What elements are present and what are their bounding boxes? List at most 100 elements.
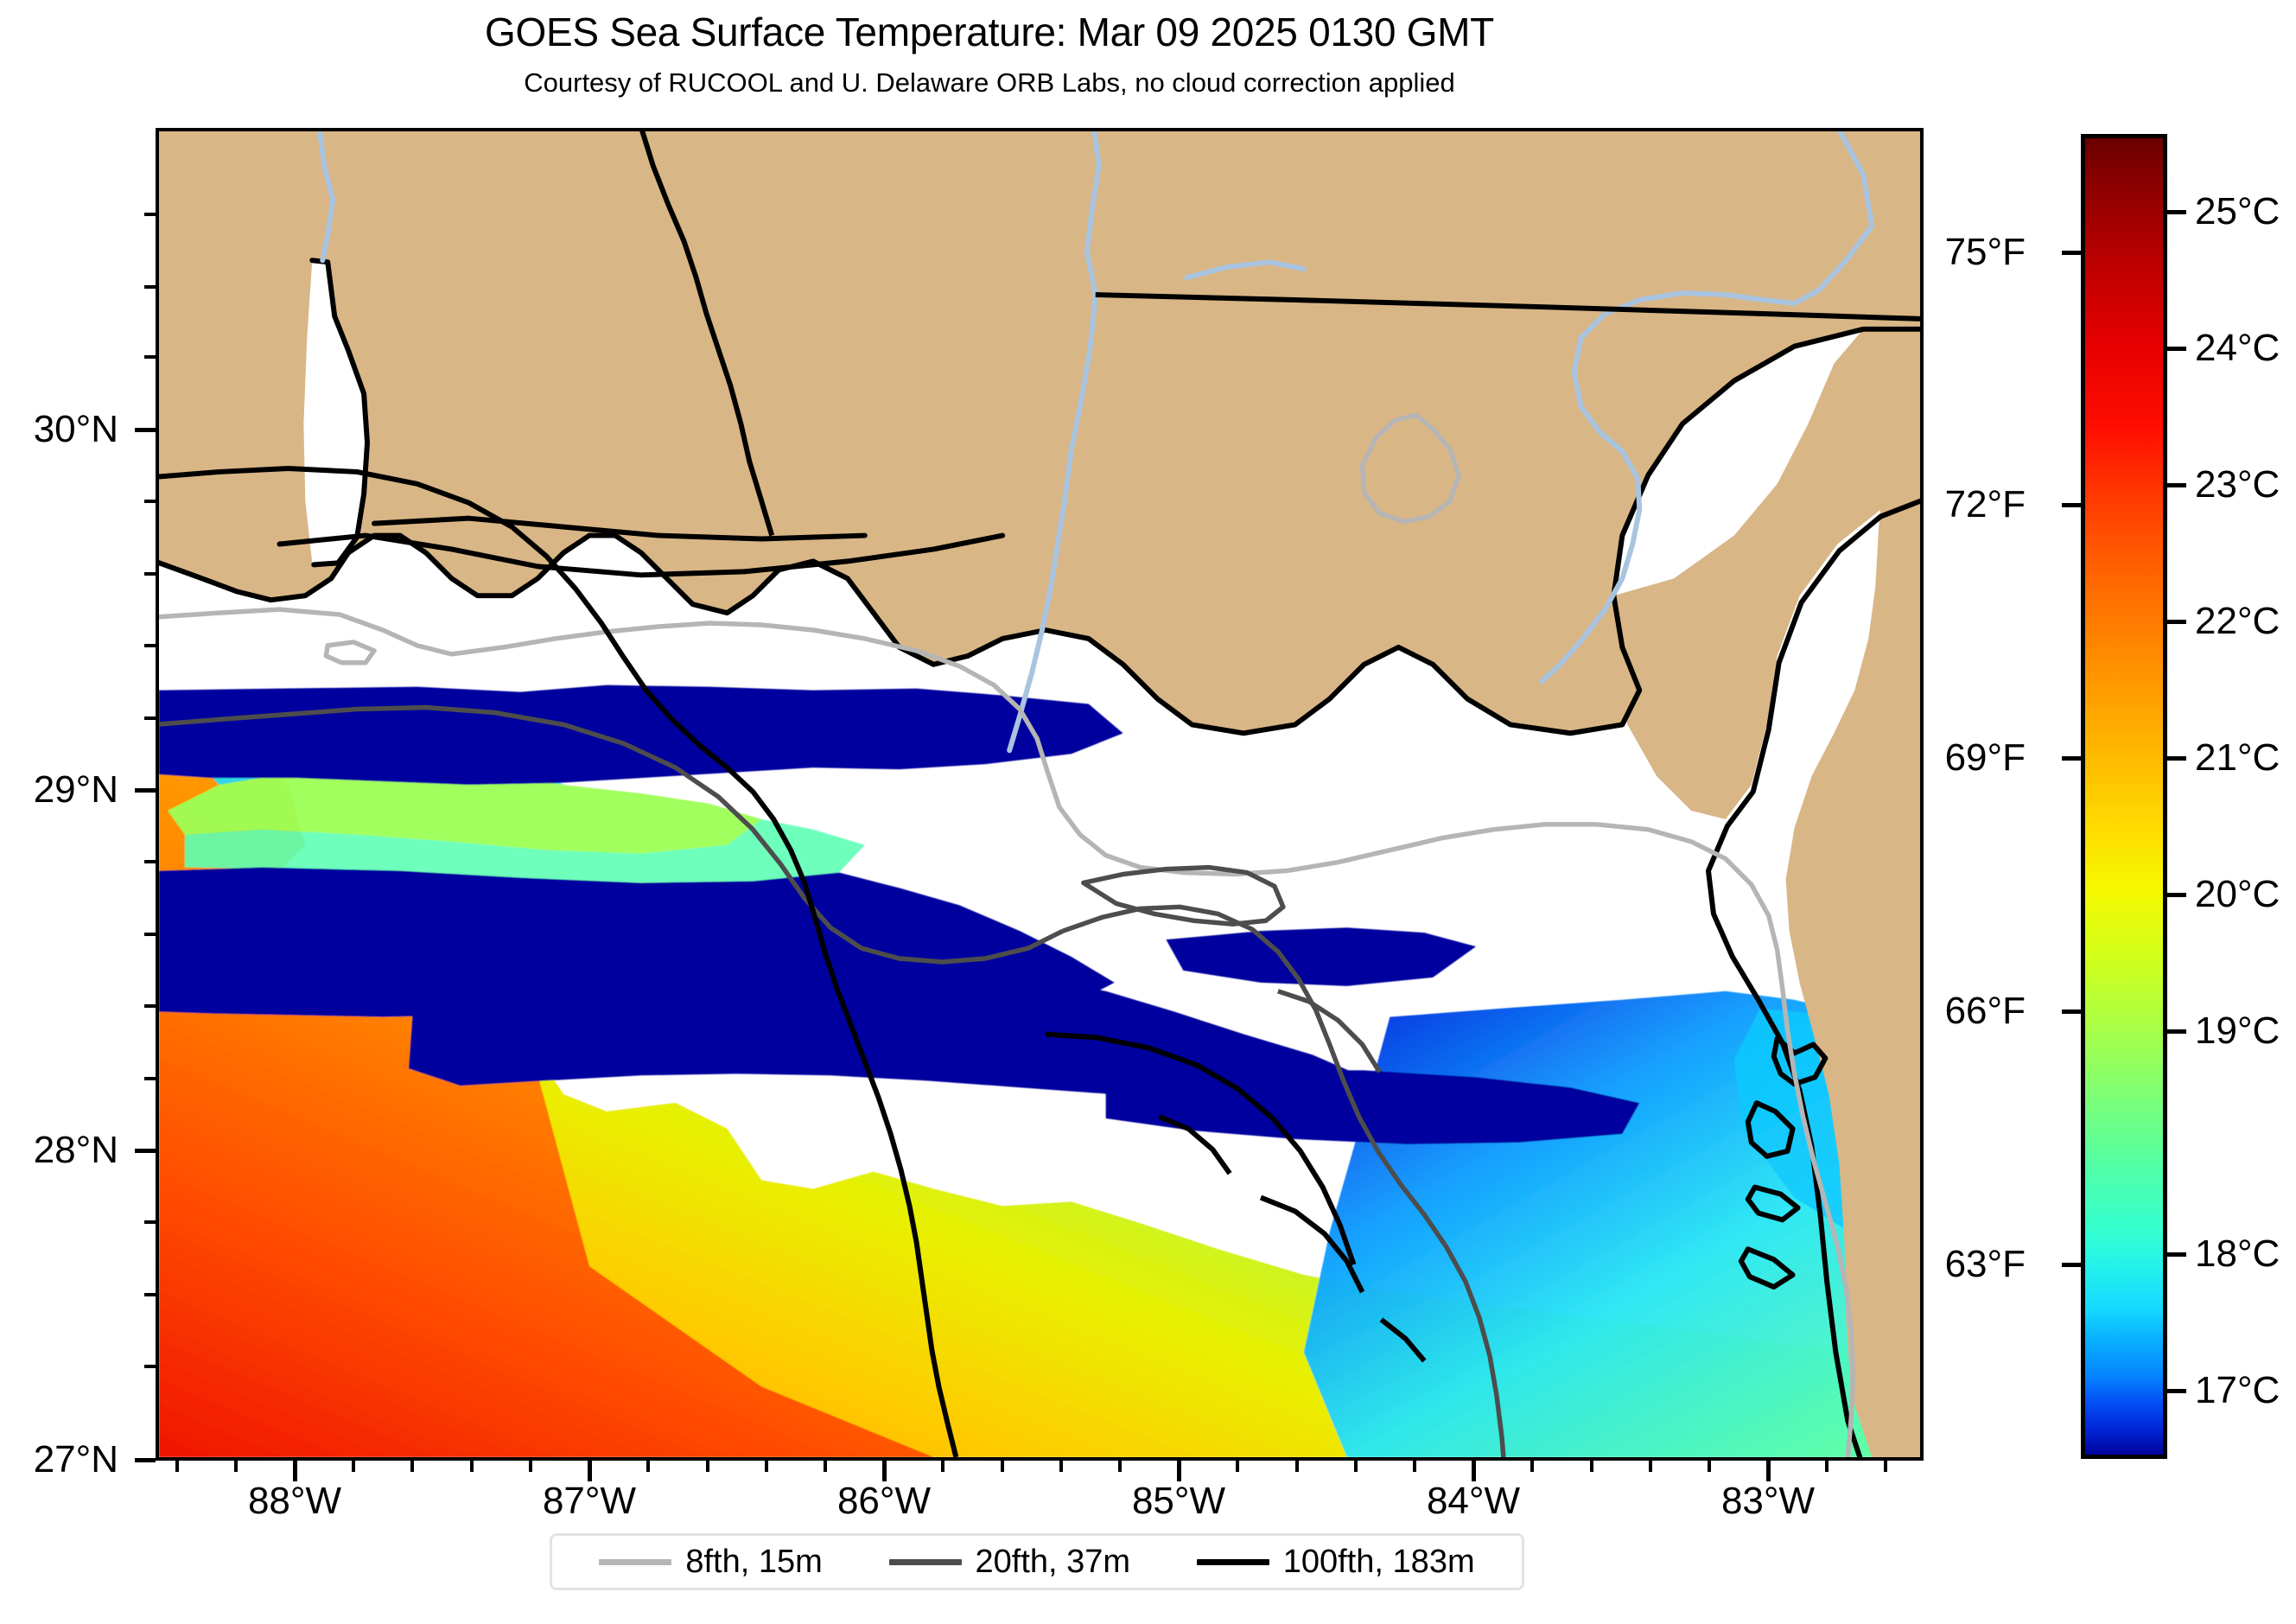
cbar-tick-72f xyxy=(2062,503,2081,507)
x-major-tick xyxy=(293,1461,297,1481)
y-minor-tick xyxy=(144,1004,156,1008)
x-minor-tick xyxy=(824,1461,827,1472)
x-minor-tick xyxy=(175,1461,179,1472)
cbar-tick-19c xyxy=(2167,1029,2186,1034)
x-minor-tick xyxy=(1354,1461,1358,1472)
y-major-tick xyxy=(135,428,156,432)
y-minor-tick xyxy=(144,644,156,647)
x-minor-tick xyxy=(1708,1461,1711,1472)
land-north-gulf xyxy=(159,131,1920,734)
x-minor-tick xyxy=(410,1461,414,1472)
x-tick-label-83w: 83°W xyxy=(1720,1480,1816,1522)
depth-contour-legend: 8fth, 15m 20fth, 37m 100fth, 183m xyxy=(550,1533,1524,1590)
x-major-tick xyxy=(1177,1461,1181,1481)
cbar-tick-75f xyxy=(2062,251,2081,255)
legend-entry-8fth[interactable]: 8fth, 15m xyxy=(599,1543,823,1581)
x-tick-label-88w: 88°W xyxy=(247,1480,342,1522)
legend-line-20fth-icon xyxy=(888,1558,962,1565)
page-title: GOES Sea Surface Temperature: Mar 09 202… xyxy=(485,10,1494,54)
cbar-label-18c: 18°C xyxy=(2195,1232,2280,1275)
river-lines xyxy=(316,131,1875,754)
x-minor-tick xyxy=(706,1461,709,1472)
cbar-label-23c: 23°C xyxy=(2195,463,2280,506)
cbar-label-19c: 19°C xyxy=(2195,1009,2280,1052)
cbar-label-63f: 63°F xyxy=(1944,1243,2026,1285)
cbar-tick-63f xyxy=(2062,1263,2081,1267)
temperature-colorbar[interactable] xyxy=(2081,134,2167,1459)
y-major-tick xyxy=(135,1149,156,1153)
x-minor-tick xyxy=(234,1461,238,1472)
cbar-label-24c: 24°C xyxy=(2195,327,2280,369)
x-minor-tick xyxy=(1590,1461,1593,1472)
cbar-tick-22c xyxy=(2167,620,2186,624)
x-major-tick xyxy=(1766,1461,1771,1481)
y-minor-tick xyxy=(144,716,156,720)
cbar-tick-24c xyxy=(2167,347,2186,351)
x-minor-tick xyxy=(1649,1461,1652,1472)
x-minor-tick xyxy=(1825,1461,1829,1472)
legend-line-8fth-icon xyxy=(599,1558,672,1565)
cbar-tick-25c xyxy=(2167,210,2186,214)
y-minor-tick xyxy=(144,933,156,936)
cbar-label-20c: 20°C xyxy=(2195,873,2280,915)
legend-entry-20fth[interactable]: 20fth, 37m xyxy=(888,1543,1131,1581)
x-minor-tick xyxy=(470,1461,474,1472)
x-minor-tick xyxy=(941,1461,944,1472)
y-minor-tick xyxy=(144,1293,156,1296)
legend-label-20fth: 20fth, 37m xyxy=(975,1543,1131,1580)
y-tick-label-29n: 29°N xyxy=(33,768,118,811)
sst-map-plot-area xyxy=(156,128,1924,1461)
y-tick-label-30n: 30°N xyxy=(33,408,118,450)
x-major-tick xyxy=(1472,1461,1476,1481)
x-minor-tick xyxy=(1884,1461,1887,1472)
land-florida-peninsula xyxy=(1785,328,1920,1457)
cbar-tick-23c xyxy=(2167,483,2186,487)
x-minor-tick xyxy=(646,1461,650,1472)
y-minor-tick xyxy=(144,1077,156,1080)
cbar-tick-20c xyxy=(2167,893,2186,897)
y-minor-tick xyxy=(144,285,156,289)
y-minor-tick xyxy=(144,572,156,576)
cbar-label-22c: 22°C xyxy=(2195,600,2280,642)
contour-100fth-183m xyxy=(159,465,1427,1457)
land-polygons xyxy=(159,131,1920,1457)
x-minor-tick xyxy=(1530,1461,1534,1472)
cbar-label-66f: 66°F xyxy=(1944,990,2026,1032)
y-minor-tick xyxy=(144,1220,156,1224)
x-minor-tick xyxy=(352,1461,355,1472)
contour-8fth-15m xyxy=(159,412,1856,1457)
y-major-tick xyxy=(135,1458,156,1462)
sst-heatmap-canvas xyxy=(159,131,1920,1457)
legend-entry-100fth[interactable]: 100fth, 183m xyxy=(1196,1544,1475,1581)
y-tick-label-28n: 28°N xyxy=(33,1129,118,1171)
coastline xyxy=(159,258,1920,1457)
cbar-tick-69f xyxy=(2062,756,2081,761)
cbar-label-72f: 72°F xyxy=(1944,483,2026,525)
mississippi-notch xyxy=(303,260,366,564)
x-minor-tick xyxy=(1295,1461,1299,1472)
x-tick-label-84w: 84°W xyxy=(1426,1480,1521,1522)
cbar-tick-66f xyxy=(2062,1009,2081,1014)
x-minor-tick xyxy=(1413,1461,1416,1472)
x-tick-label-87w: 87°W xyxy=(542,1480,637,1522)
cbar-label-25c: 25°C xyxy=(2195,190,2280,232)
page-subtitle: Courtesy of RUCOOL and U. Delaware ORB L… xyxy=(524,67,1455,98)
y-major-tick xyxy=(135,788,156,793)
state-borders xyxy=(639,131,1920,537)
cbar-tick-18c xyxy=(2167,1252,2186,1257)
x-major-tick xyxy=(588,1461,592,1481)
cbar-tick-17c xyxy=(2167,1389,2186,1393)
x-minor-tick xyxy=(1059,1461,1063,1472)
y-minor-tick xyxy=(144,860,156,863)
cbar-label-75f: 75°F xyxy=(1944,231,2026,273)
y-minor-tick xyxy=(144,355,156,359)
cbar-label-17c: 17°C xyxy=(2195,1369,2280,1411)
x-minor-tick xyxy=(1236,1461,1239,1472)
x-major-tick xyxy=(882,1461,887,1481)
cbar-tick-21c xyxy=(2167,756,2186,761)
cbar-label-21c: 21°C xyxy=(2195,736,2280,779)
y-minor-tick xyxy=(144,500,156,503)
legend-label-8fth: 8fth, 15m xyxy=(685,1543,823,1580)
x-minor-tick xyxy=(1118,1461,1122,1472)
x-minor-tick xyxy=(1001,1461,1004,1472)
